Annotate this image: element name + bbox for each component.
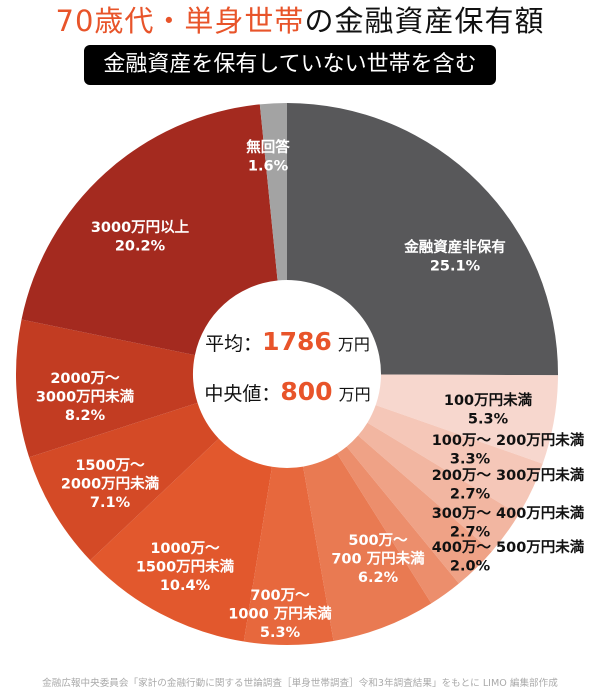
median-row: 中央値：800 万円: [195, 375, 380, 425]
slice-category-label: 1500万円未満: [136, 558, 235, 576]
slice-0: [287, 103, 559, 376]
slice-value-label: 2.0%: [450, 559, 491, 575]
slice-category-label: 1500万〜: [75, 457, 145, 474]
slice-label-3: 200万〜 300万円未満 2.7%: [432, 466, 585, 503]
slice-category-label: 100万円未満: [444, 391, 533, 409]
slice-7: [243, 466, 334, 645]
mean-unit: 万円: [337, 335, 370, 354]
slice-value-label: 2.7%: [450, 525, 491, 541]
slice-6: [303, 453, 432, 641]
slice-label-11: 3000万円以上 20.2%: [91, 219, 190, 255]
slice-value-label: 5.3%: [260, 625, 301, 641]
slice-category-label: 2000万円未満: [61, 475, 160, 493]
slice-value-label: 6.2%: [358, 570, 399, 586]
slice-12: [259, 103, 287, 281]
slice-2: [367, 405, 543, 515]
slice-category-label: 700万〜: [250, 587, 310, 604]
slice-value-label: 5.3%: [468, 412, 509, 428]
slice-label-10: 2000万〜 3000万円未満 8.2%: [36, 370, 135, 424]
slice-value-label: 1.6%: [248, 159, 289, 175]
slice-value-label: 20.2%: [115, 239, 166, 255]
source-note: 金融広報中央委員会「家計の金融行動に関する世論調査［単身世帯調査］令和3年調査結…: [42, 678, 558, 689]
slice-category-label: 1000 万円未満: [228, 605, 332, 623]
slice-category-label: 400万〜 500万円未満: [432, 538, 585, 556]
slice-value-label: 3.3%: [450, 452, 491, 468]
slice-label-2: 100万〜 200万円未満 3.3%: [432, 431, 585, 468]
slice-category-label: 3000万円未満: [36, 388, 135, 406]
slice-category-label: 700 万円未満: [331, 550, 425, 568]
slice-label-9: 1500万〜 2000万円未満 7.1%: [61, 457, 160, 511]
median-unit: 万円: [338, 385, 371, 404]
slice-category-label: 金融資産非保有: [403, 238, 506, 256]
median-label: 中央値：: [204, 383, 281, 405]
slice-category-label: 500万〜: [348, 532, 408, 549]
slice-category-label: 無回答: [246, 138, 290, 156]
center-summary: 平均：1786 万円 中央値：800 万円: [195, 325, 380, 425]
slice-category-label: 3000万円以上: [91, 219, 190, 236]
slice-value-label: 2.7%: [450, 487, 491, 503]
subtitle-badge: 金融資産を保有していない世帯を含む: [84, 45, 496, 85]
slice-5: [337, 446, 459, 604]
slice-value-label: 10.4%: [160, 578, 211, 594]
slice-value-label: 7.1%: [90, 495, 131, 511]
slice-4: [346, 435, 492, 584]
slice-label-8: 1000万〜 1500万円未満 10.4%: [136, 540, 235, 594]
slice-label-0: 金融資産非保有 25.1%: [403, 238, 506, 275]
mean-row: 平均：1786 万円: [195, 325, 380, 375]
slice-value-label: 8.2%: [65, 408, 106, 424]
chart-title: 70歳代・単身世帯の金融資産保有額: [0, 2, 600, 40]
mean-value: 1786: [262, 327, 332, 356]
mean-label: 平均：: [205, 333, 263, 355]
slice-label-12: 無回答 1.6%: [246, 138, 290, 175]
slice-8: [90, 438, 273, 642]
title-accent: 70歳代・単身世帯: [55, 4, 305, 38]
slice-category-label: 300万〜 400万円未満: [432, 504, 585, 522]
slice-3: [358, 422, 519, 552]
title-rest: の金融資産保有額: [304, 4, 545, 38]
slice-value-label: 25.1%: [430, 259, 481, 275]
slice-label-7: 700万〜 1000 万円未満 5.3%: [228, 587, 332, 641]
slice-label-4: 300万〜 400万円未満 2.7%: [432, 504, 585, 541]
slice-category-label: 1000万〜: [150, 540, 220, 557]
median-value: 800: [280, 377, 333, 406]
slice-label-6: 500万〜 700 万円未満 6.2%: [331, 532, 425, 586]
slice-9: [29, 402, 219, 561]
slice-label-1: 100万円未満 5.3%: [444, 391, 533, 428]
slice-10: [15, 319, 198, 458]
slice-1: [375, 374, 558, 464]
slice-11: [21, 104, 278, 356]
slice-label-5: 400万〜 500万円未満 2.0%: [432, 538, 585, 575]
slice-category-label: 200万〜 300万円未満: [432, 466, 585, 484]
slice-category-label: 2000万〜: [50, 370, 120, 387]
slice-category-label: 100万〜 200万円未満: [432, 431, 585, 449]
